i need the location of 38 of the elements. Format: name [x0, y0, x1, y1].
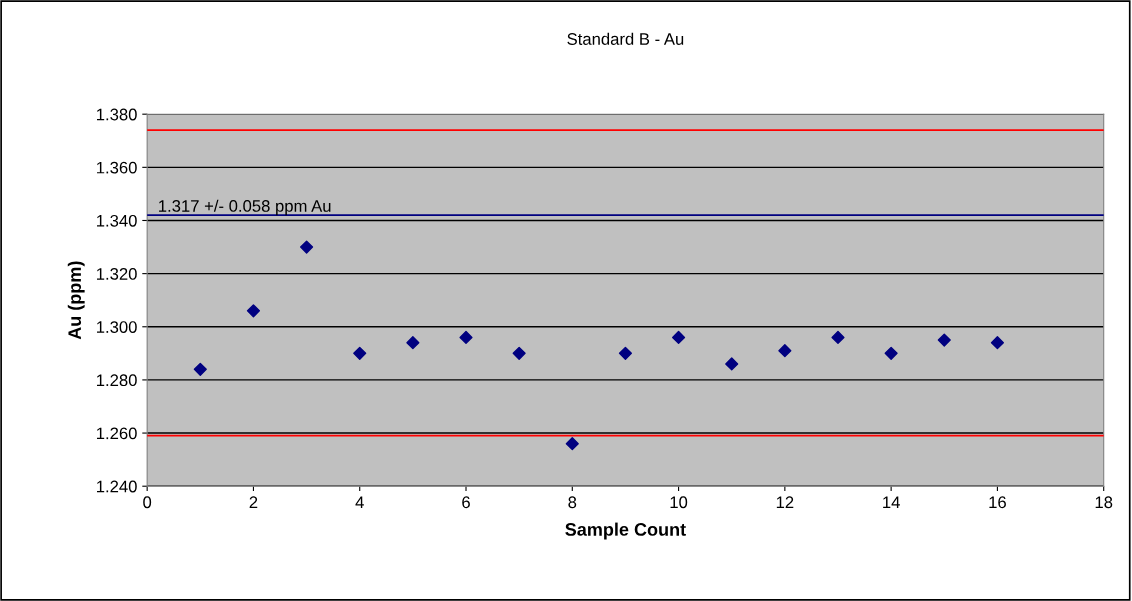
y-tick-label: 1.240 [97, 480, 137, 493]
y-tick-label: 1.340 [97, 214, 137, 227]
x-tick-label: 0 [143, 496, 152, 509]
ref-line-label: 1.317 +/- 0.058 ppm Au [159, 199, 331, 216]
x-tick-label: 10 [670, 496, 688, 509]
x-tick-label: 4 [355, 496, 364, 509]
y-tick-label: 1.380 [97, 108, 137, 121]
point [671, 330, 686, 344]
point [459, 330, 473, 344]
x-tick-label: 2 [249, 496, 258, 509]
y-tick-label: 1.360 [97, 161, 137, 174]
y-tick-label: 1.280 [97, 374, 137, 387]
y-tick-label: 1.320 [97, 268, 137, 280]
x-tick-label: 14 [883, 496, 900, 509]
y-axis-title: Au (ppm) [67, 261, 85, 340]
point [831, 330, 845, 344]
point [406, 336, 420, 350]
x-axis-title: Sample Count [565, 522, 686, 540]
point [512, 346, 526, 360]
point [990, 336, 1005, 350]
point [725, 357, 739, 371]
point [884, 346, 898, 360]
x-tick-label: 18 [1095, 496, 1113, 509]
point [618, 346, 633, 360]
x-tick-label: 16 [989, 496, 1006, 509]
x-tick-label: 8 [568, 496, 577, 509]
point [565, 437, 579, 451]
point [937, 333, 951, 347]
y-tick-label: 1.260 [97, 427, 137, 440]
point [246, 304, 261, 318]
point [193, 362, 207, 376]
chart-title: Standard B - Au [567, 32, 684, 45]
x-tick-label: 6 [462, 496, 470, 509]
point [353, 346, 367, 360]
x-tick-label: 12 [776, 496, 794, 509]
y-tick-label: 1.300 [97, 321, 137, 333]
point [299, 240, 314, 254]
point [778, 344, 792, 358]
